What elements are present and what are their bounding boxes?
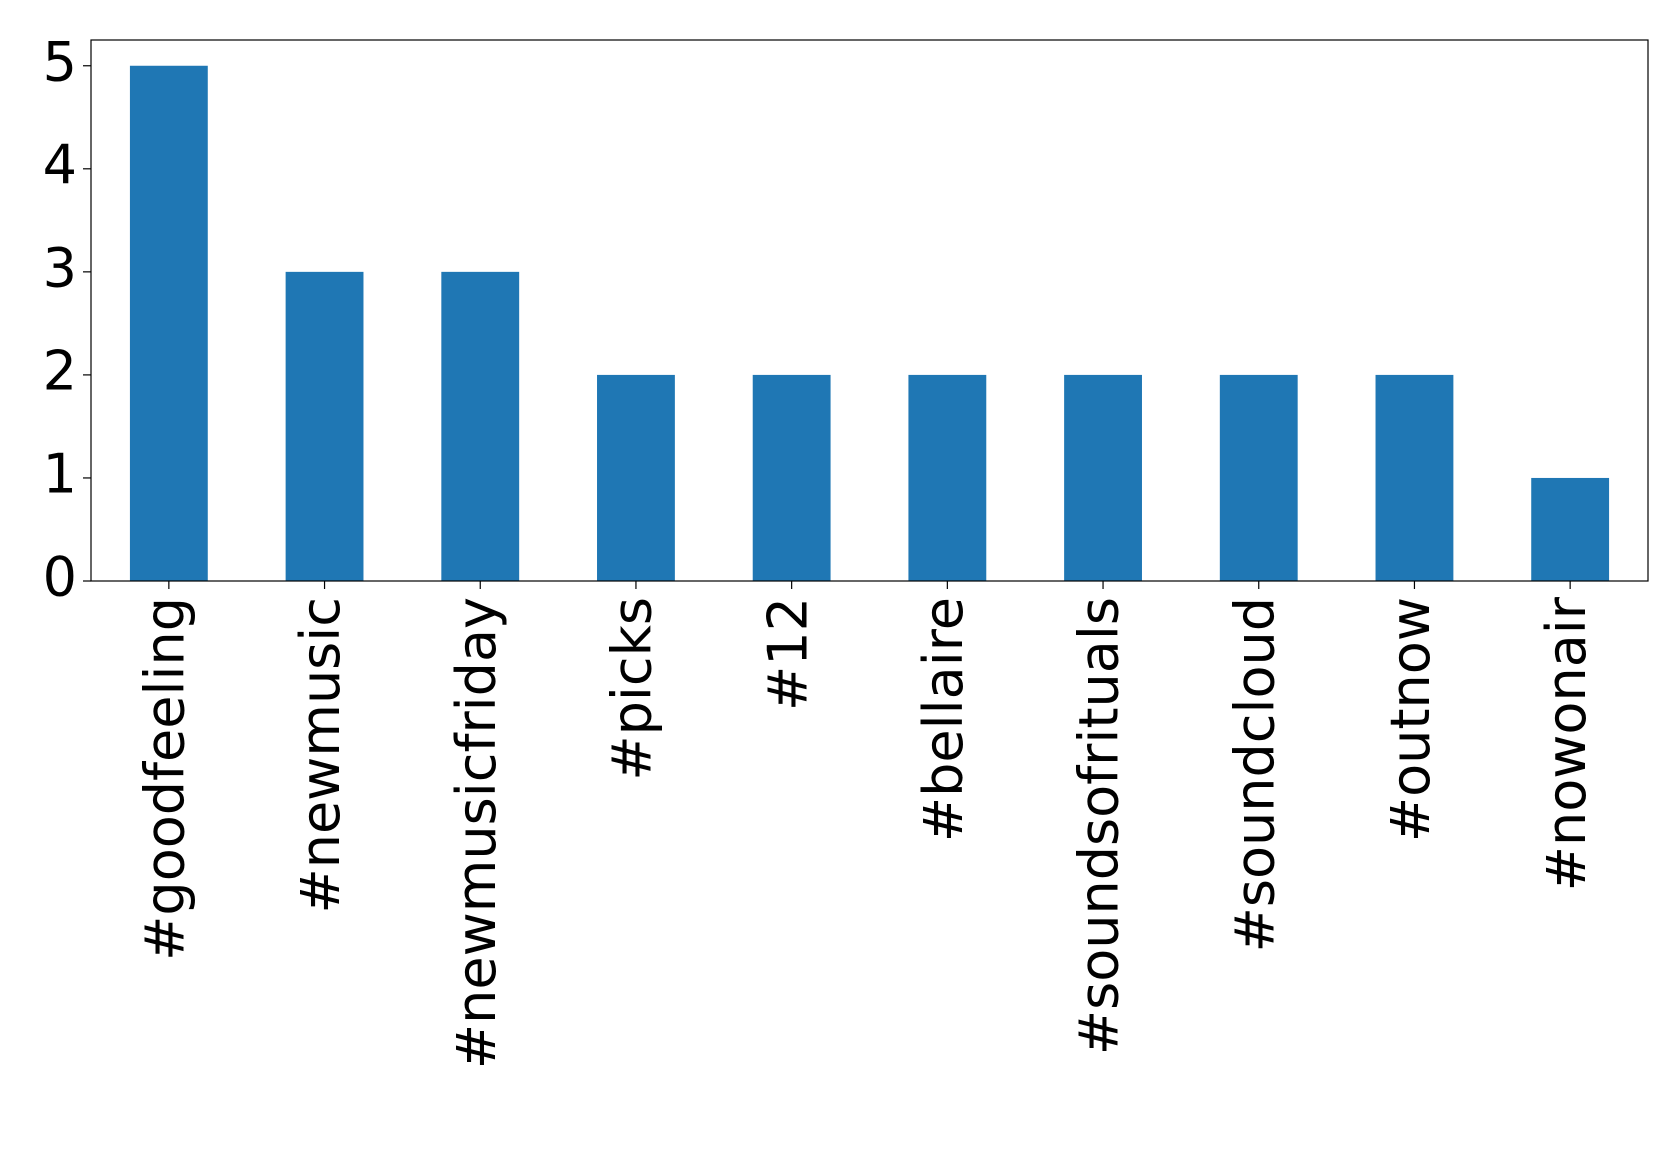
bar xyxy=(441,271,520,581)
x-tick-label: #nowonair xyxy=(1535,596,1598,891)
x-tick-label: #newmusic xyxy=(289,597,352,914)
x-tick-label: #goodfeeling xyxy=(133,597,196,961)
x-tick-label: #soundcloud xyxy=(1223,597,1286,952)
y-tick-label: 0 xyxy=(43,546,77,609)
x-tick-label: #outnow xyxy=(1379,597,1442,842)
bar xyxy=(1064,374,1142,581)
y-tick-label: 4 xyxy=(43,133,77,196)
x-tick-label: #newmusicfriday xyxy=(445,597,508,1069)
y-tick-label: 1 xyxy=(43,443,77,506)
y-tick-label: 2 xyxy=(43,340,77,403)
bar xyxy=(129,65,208,581)
y-tick-label: 3 xyxy=(43,236,77,299)
bar xyxy=(1375,374,1454,581)
y-tick-label: 5 xyxy=(43,30,77,93)
bar xyxy=(1219,374,1298,581)
bar xyxy=(908,374,987,581)
bar xyxy=(285,271,364,581)
x-tick-label: #picks xyxy=(601,597,664,781)
bar xyxy=(752,374,831,581)
bar xyxy=(597,374,675,581)
x-tick-label: #soundsofrituals xyxy=(1068,597,1131,1055)
bar xyxy=(1531,477,1610,581)
plot-frame xyxy=(90,39,1649,582)
x-tick-label: #12 xyxy=(756,597,819,711)
x-tick-label: #bellaire xyxy=(912,597,975,842)
